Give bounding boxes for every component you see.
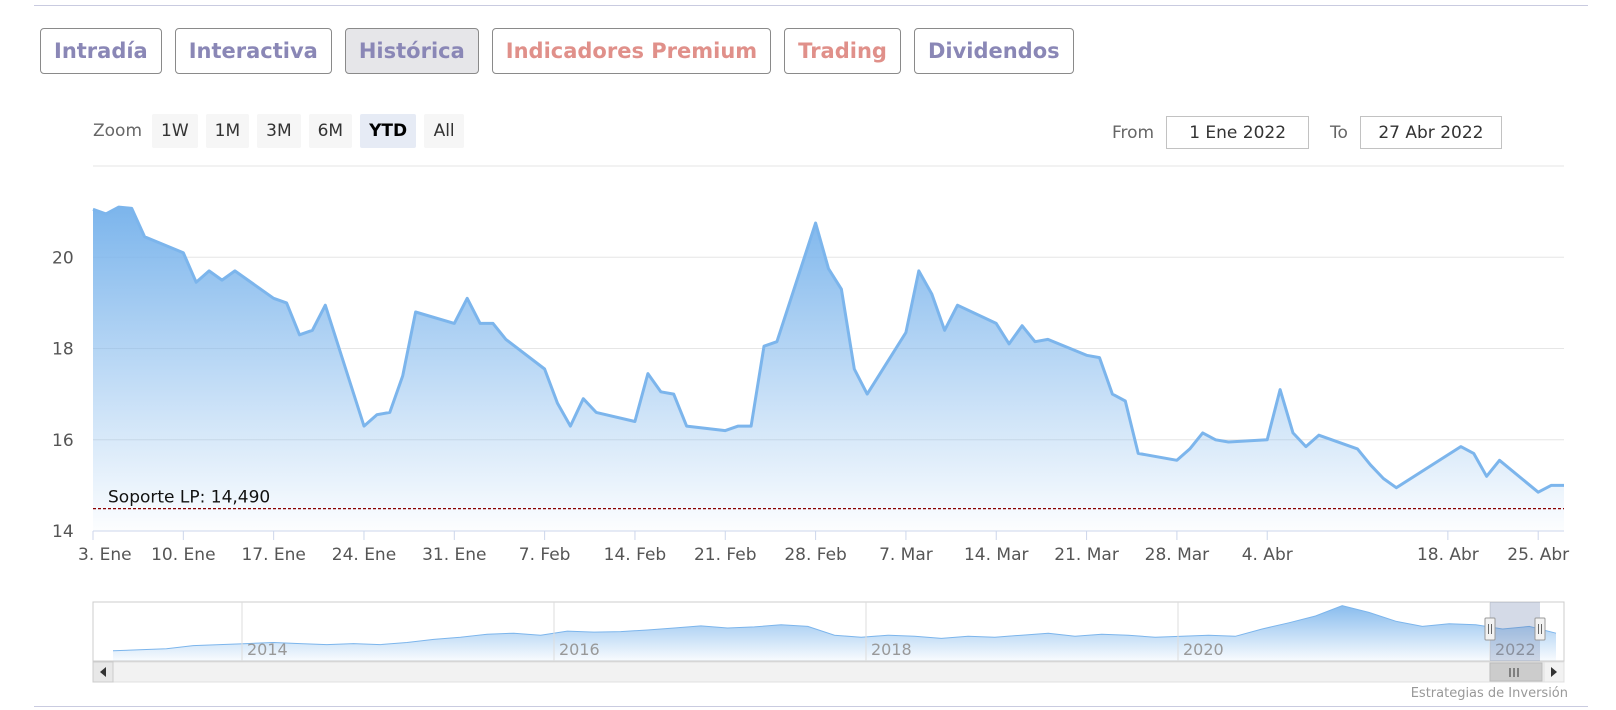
zoom-all-button[interactable]: All	[424, 114, 465, 148]
navigator-line	[112, 605, 1557, 652]
tab-interactiva[interactable]: Interactiva	[174, 28, 332, 74]
zoom-1w-button[interactable]: 1W	[152, 114, 198, 148]
to-date-input[interactable]	[1359, 116, 1502, 149]
top-divider	[34, 5, 1588, 6]
navigator-area	[113, 605, 1556, 661]
navigator-year-label: 2022	[1495, 640, 1536, 659]
range-to: To	[1330, 116, 1502, 149]
zoom-selector: Zoom 1W 1M 3M 6M YTD All	[93, 114, 465, 148]
zoom-1m-button[interactable]: 1M	[205, 114, 250, 148]
y-tick-label: 18	[52, 340, 74, 360]
x-tick-label: 7. Mar	[879, 545, 933, 565]
x-tick-label: 14. Feb	[604, 545, 667, 565]
zoom-label: Zoom	[93, 121, 143, 141]
navigator-selection	[1490, 602, 1540, 661]
x-tick-label: 18. Abr	[1417, 545, 1479, 565]
x-tick-label: 3. Ene	[78, 545, 132, 565]
zoom-3m-button[interactable]: 3M	[257, 114, 301, 148]
x-tick-label: 24. Ene	[332, 545, 396, 565]
navigator-handle-left[interactable]	[1484, 617, 1496, 641]
scrollbar-thumb[interactable]	[1489, 662, 1543, 682]
x-tick-label: 28. Feb	[784, 545, 847, 565]
arrow-left-icon	[100, 667, 106, 677]
bottom-divider	[34, 706, 1588, 707]
navigator-year-label: 2018	[871, 640, 912, 659]
navigator-year-label: 2020	[1183, 640, 1224, 659]
from-label: From	[1112, 122, 1155, 143]
from-date-input[interactable]	[1166, 116, 1310, 149]
credit-text: Estrategias de Inversión	[1410, 686, 1568, 701]
zoom-ytd-button[interactable]: YTD	[360, 114, 417, 148]
price-area	[93, 207, 1564, 531]
x-tick-label: 28. Mar	[1145, 545, 1210, 565]
tab-bar: Intradía Interactiva Histórica Indicador…	[40, 28, 1074, 74]
price-line	[92, 205, 1564, 494]
x-tick-label: 4. Abr	[1242, 545, 1293, 565]
y-tick-label: 16	[52, 431, 74, 451]
navigator-year-label: 2016	[559, 640, 600, 659]
x-tick-label: 7. Feb	[519, 545, 571, 565]
arrow-right-icon	[1551, 667, 1557, 677]
x-tick-label: 14. Mar	[964, 545, 1029, 565]
x-tick-label: 10. Ene	[151, 545, 215, 565]
x-tick-label: 17. Ene	[241, 545, 305, 565]
x-tick-label: 21. Mar	[1054, 545, 1119, 565]
x-tick-label: 21. Feb	[694, 545, 757, 565]
zoom-6m-button[interactable]: 6M	[308, 114, 353, 148]
scrollbar-track[interactable]	[92, 661, 1565, 683]
support-label: Soporte LP: 14,490	[108, 488, 270, 508]
range-from: From	[1112, 116, 1310, 149]
tab-historica[interactable]: Histórica	[344, 28, 479, 74]
tab-dividendos[interactable]: Dividendos	[913, 28, 1074, 74]
navigator-handle-right[interactable]	[1534, 617, 1546, 641]
to-label: To	[1330, 122, 1348, 143]
navigator-year-label: 2014	[247, 640, 288, 659]
tab-trading[interactable]: Trading	[784, 28, 901, 74]
y-tick-label: 14	[52, 522, 74, 542]
tab-intradia[interactable]: Intradía	[40, 28, 162, 74]
tab-indicadores-premium[interactable]: Indicadores Premium	[491, 28, 772, 74]
y-tick-label: 20	[52, 248, 74, 268]
x-tick-label: 31. Ene	[422, 545, 486, 565]
x-tick-label: 25. Abr	[1507, 545, 1569, 565]
